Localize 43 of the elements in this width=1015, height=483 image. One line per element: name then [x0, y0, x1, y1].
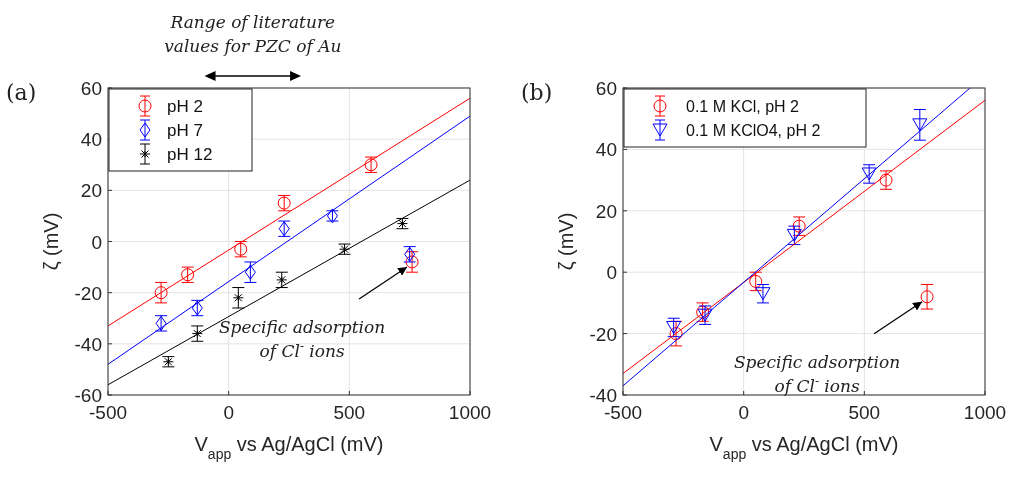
legend-label: pH 7 [167, 121, 203, 140]
y-tick-label: 0 [91, 231, 102, 253]
point [276, 275, 288, 284]
y-tick-label: 40 [595, 139, 617, 161]
x-tick-label: 1000 [448, 402, 492, 423]
point [405, 255, 419, 269]
point [786, 228, 802, 242]
x-tick-label: 500 [333, 402, 366, 423]
point [154, 286, 168, 300]
annotation: Specific adsorption of Cl$^{-}$ ions [218, 316, 386, 361]
point [191, 329, 203, 338]
point [669, 327, 683, 341]
y-tick-label: -20 [589, 323, 617, 345]
legend-label: pH 2 [167, 97, 203, 116]
legend-label: 0.1 M KClO4, pH 2 [686, 122, 821, 139]
chart-title: (b) [521, 80, 553, 105]
x-tick-label: 1000 [963, 402, 1007, 423]
text: Range of literature values for PZC of Au [164, 12, 342, 56]
point [920, 290, 934, 304]
y-axis-title: ζ (mV) [40, 212, 62, 271]
x-axis-title: V$_{app}$ vs Ag/AgCl (mV) [709, 433, 899, 462]
y-tick-label: -40 [74, 333, 102, 355]
y-tick-label: -20 [74, 282, 102, 304]
y-tick-label: 20 [80, 180, 102, 202]
y-tick-label: 60 [595, 78, 617, 99]
y-axis-title: ζ (mV) [555, 212, 577, 271]
point [749, 274, 763, 288]
annotation: Specific adsorption of Cl$^{-}$ ions [733, 351, 901, 396]
chart-title: (a) [6, 80, 37, 105]
point [232, 293, 244, 302]
x-tick-label: 500 [848, 402, 881, 423]
y-tick-label: 0 [606, 262, 617, 284]
x-tick-label: 0 [738, 402, 749, 423]
point [912, 118, 928, 132]
point [666, 320, 682, 334]
legend-label: pH 12 [167, 145, 213, 164]
y-tick-label: 40 [80, 129, 102, 151]
legend-label: 0.1 M KCl, pH 2 [686, 98, 800, 115]
x-tick-label: 0 [223, 402, 234, 423]
y-tick-label: 60 [80, 78, 102, 99]
point [755, 287, 771, 301]
y-tick-label: 20 [595, 200, 617, 222]
x-axis-title: V$_{app}$ vs Ag/AgCl (mV) [194, 433, 384, 462]
